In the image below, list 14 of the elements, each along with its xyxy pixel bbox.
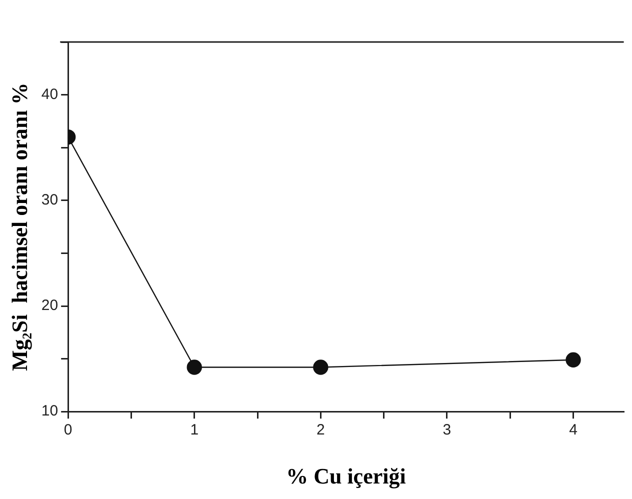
x-tick-label: 0 — [64, 422, 72, 439]
point — [566, 352, 581, 368]
x-tick-label: 1 — [190, 422, 199, 439]
x-axis-title: % Cu içeriği — [286, 463, 406, 488]
x-tick-label: 3 — [442, 422, 452, 439]
point — [186, 360, 202, 375]
x-tick-label: 2 — [316, 422, 325, 439]
y-axis-title: Mg₂Si hacimsel oranı oranı % — [6, 82, 32, 371]
y-tick-label: 10 — [41, 402, 58, 420]
point — [313, 360, 328, 375]
x-tick-label: 4 — [569, 422, 578, 439]
y-tick-label: 20 — [41, 297, 58, 314]
y-tick-label: 30 — [41, 192, 58, 209]
y-tick-label: 40 — [41, 86, 58, 103]
